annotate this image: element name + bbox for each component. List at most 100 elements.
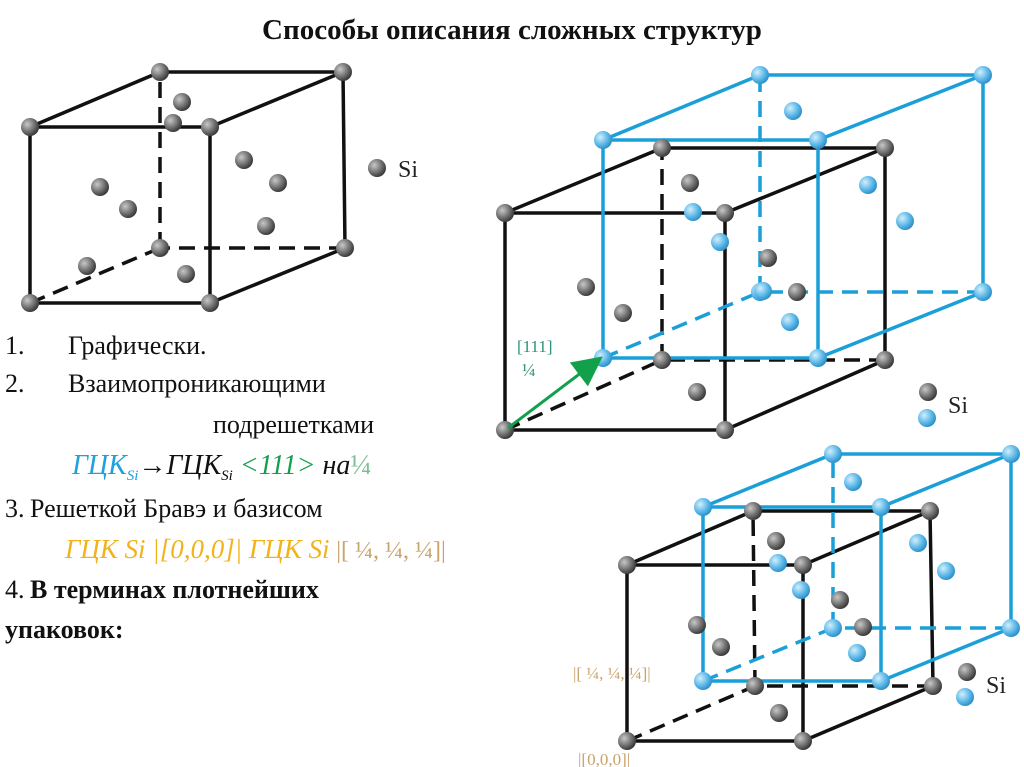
fcc-si-1: ГЦК Si xyxy=(65,534,146,564)
si-atom-sublattice-a xyxy=(694,672,712,690)
fcc-a-sub: Si xyxy=(126,468,139,484)
cube2-black-edge xyxy=(724,358,886,432)
cube2-blue-edge xyxy=(817,73,984,142)
si-atom-sublattice-b xyxy=(653,139,671,157)
formula-basis: ГЦК Si |[0,0,0]| ГЦК Si |[ ¼, ¼, ¼]| xyxy=(65,534,446,564)
fcc-a: ГЦК xyxy=(72,450,127,481)
si-atom-sublattice-b xyxy=(119,200,137,218)
cube2-blue-edge xyxy=(817,290,984,360)
si-atom-sublattice-a xyxy=(844,473,862,491)
cube2-blue-edge xyxy=(602,73,761,142)
fraction: ¼ xyxy=(350,450,372,481)
list-item-4-text-cont: упаковок: xyxy=(5,615,124,644)
si-atom-sublattice-b xyxy=(958,663,976,681)
si-atom-sublattice-b xyxy=(770,704,788,722)
list-item-3-text: Решеткой Бравэ и базисом xyxy=(30,494,323,523)
si-atom-sublattice-b xyxy=(924,677,942,695)
si-atom-sublattice-b xyxy=(681,174,699,192)
list-item-1-number: 1. xyxy=(5,331,25,360)
on-word: на xyxy=(322,450,351,481)
si-atom-sublattice-b xyxy=(235,151,253,169)
si-atom-sublattice-a xyxy=(859,176,877,194)
si-atom-sublattice-b xyxy=(577,278,595,296)
si-atom-sublattice-b xyxy=(688,616,706,634)
si-atom-sublattice-b xyxy=(831,591,849,609)
si-atom-sublattice-a xyxy=(1002,445,1020,463)
list-item-2-number: 2. xyxy=(5,369,25,398)
si-atom-sublattice-b xyxy=(744,502,762,520)
si-atom-sublattice-b xyxy=(716,204,734,222)
si-atom-sublattice-b xyxy=(716,421,734,439)
cube2-blue-edge xyxy=(602,290,761,360)
si-atom-sublattice-b xyxy=(21,294,39,312)
si-atom-sublattice-b xyxy=(618,732,636,750)
si-atom-sublattice-b xyxy=(496,204,514,222)
si-atom-sublattice-a xyxy=(872,498,890,516)
si-atom-sublattice-a xyxy=(694,498,712,516)
cube3-black-edge xyxy=(802,509,931,567)
cube3-black-edge xyxy=(802,684,934,743)
list-item-2-text-cont: подрешетками xyxy=(213,410,375,439)
si-atom-sublattice-a xyxy=(824,445,842,463)
si-atom-sublattice-a xyxy=(781,313,799,331)
si-atom-sublattice-b xyxy=(921,502,939,520)
list-item-3-number: 3. xyxy=(5,494,25,523)
cube3-black-edge xyxy=(626,684,756,743)
si-atom-sublattice-b xyxy=(201,118,219,136)
si-atom-sublattice-b xyxy=(201,294,219,312)
si-atom-sublattice-b xyxy=(177,265,195,283)
si-atom-sublattice-a xyxy=(1002,619,1020,637)
fraction-label: ¼ xyxy=(522,360,536,380)
direction-arrow-111 xyxy=(507,356,603,430)
list-item-1-text: Графически. xyxy=(68,331,207,360)
fcc-b-sub: Si xyxy=(221,468,233,484)
si-atom-sublattice-a xyxy=(711,233,729,251)
cube3-black-edge xyxy=(751,510,757,687)
si-atom-sublattice-b xyxy=(257,217,275,235)
si-atom-sublattice-b xyxy=(688,383,706,401)
basis-origin: |[0,0,0]| xyxy=(152,534,243,564)
si-atom-sublattice-b xyxy=(876,139,894,157)
si-atom-sublattice-b xyxy=(78,257,96,275)
si-atom-sublattice-b xyxy=(794,732,812,750)
list-item-4-text: В терминах плотнейших xyxy=(30,575,319,604)
slide-title: Способы описания сложных структур xyxy=(262,14,762,46)
si-atom-sublattice-b xyxy=(618,556,636,574)
si-atom-sublattice-a xyxy=(751,66,769,84)
fcc-si-2: ГЦК Si xyxy=(248,534,330,564)
cube1-edge xyxy=(29,246,161,305)
si-atom-sublattice-a xyxy=(956,688,974,706)
si-atom-sublattice-b xyxy=(151,239,169,257)
si-atom-sublattice-b xyxy=(653,351,671,369)
legend-si-label-2: Si xyxy=(948,393,968,419)
si-atom-sublattice-a xyxy=(974,66,992,84)
si-atom-sublattice-b xyxy=(368,159,386,177)
quarter-position-label: |[ ¼, ¼, ¼]| xyxy=(573,664,651,683)
si-atom-sublattice-a xyxy=(792,581,810,599)
si-atom-sublattice-b xyxy=(151,63,169,81)
si-atom-sublattice-b xyxy=(164,114,182,132)
fcc-b: ГЦК xyxy=(166,450,222,481)
origin-position-label: |[0,0,0]| xyxy=(578,750,630,767)
si-atom-sublattice-b xyxy=(614,304,632,322)
si-atom-sublattice-a xyxy=(594,131,612,149)
si-atom-sublattice-a xyxy=(809,349,827,367)
cube1-edge xyxy=(209,246,346,305)
legend-si-label-3: Si xyxy=(986,673,1006,699)
cube3-black-edge xyxy=(626,509,754,567)
si-atom-sublattice-b xyxy=(919,383,937,401)
si-atom-sublattice-a xyxy=(769,554,787,572)
si-atom-sublattice-b xyxy=(334,63,352,81)
si-atom-sublattice-a xyxy=(909,534,927,552)
si-atom-sublattice-b xyxy=(91,178,109,196)
si-atom-sublattice-a xyxy=(872,672,890,690)
si-atom-sublattice-b xyxy=(794,556,812,574)
si-atom-sublattice-a xyxy=(824,619,842,637)
si-atom-sublattice-a xyxy=(594,349,612,367)
cube3-blue-edge xyxy=(880,452,1012,509)
cube2-black-edge xyxy=(504,358,663,432)
si-atom-sublattice-b xyxy=(712,638,730,656)
si-atom-sublattice-b xyxy=(854,618,872,636)
si-atom-sublattice-a xyxy=(848,644,866,662)
